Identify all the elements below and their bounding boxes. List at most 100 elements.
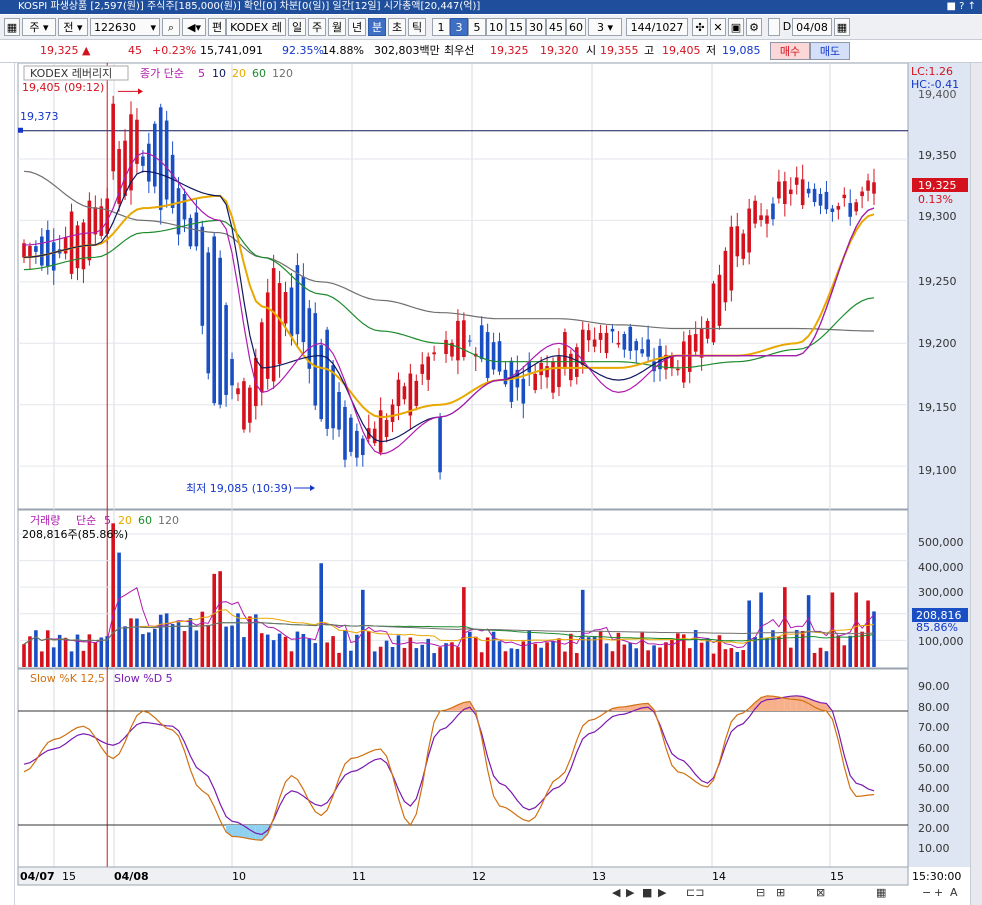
date-checkbox[interactable] bbox=[768, 18, 780, 36]
candle-51 bbox=[325, 329, 329, 429]
name-field[interactable]: KODEX 레버 bbox=[226, 18, 286, 36]
nav-stop-button[interactable]: ■ bbox=[642, 886, 653, 899]
vertical-scrollbar[interactable] bbox=[970, 63, 982, 905]
left-tool-strip[interactable] bbox=[0, 63, 15, 905]
candle-133 bbox=[812, 188, 817, 203]
date-input[interactable]: 04/08 bbox=[792, 18, 832, 36]
vol-legend-ma120: 120 bbox=[158, 514, 179, 527]
period-month[interactable]: 월 bbox=[328, 18, 346, 36]
xlabel-14: 14 bbox=[712, 870, 726, 883]
window-controls[interactable]: ■ ? ↑ bbox=[946, 1, 977, 12]
ytick-price-5: 19,100 bbox=[918, 464, 957, 477]
interval-5[interactable]: 5 bbox=[468, 18, 486, 36]
candle-20 bbox=[141, 156, 145, 166]
interval-30[interactable]: 30 bbox=[526, 18, 546, 36]
code-input[interactable]: 122630 ▾ bbox=[90, 18, 160, 36]
prev-select[interactable]: 전 ▾ bbox=[58, 18, 88, 36]
period-week[interactable]: 주 bbox=[308, 18, 326, 36]
volume-bar-76 bbox=[473, 636, 478, 667]
split-icon[interactable]: ⊞ bbox=[776, 886, 786, 899]
nav-end-button[interactable]: ▶ bbox=[658, 886, 667, 899]
xlabel-11: 11 bbox=[352, 870, 366, 883]
vol-legend-ma20: 20 bbox=[118, 514, 132, 527]
search-icon[interactable]: ⌕ bbox=[162, 18, 180, 36]
candle-53 bbox=[337, 392, 341, 430]
zoom-in-button[interactable]: + bbox=[934, 886, 944, 899]
volume-current-pct: 85.86% bbox=[916, 621, 958, 634]
chart-canvas[interactable]: KODEX 레버리지 종가 단순 5 10 20 60 120 LC:1.26 … bbox=[14, 63, 970, 905]
period-minute[interactable]: 분 bbox=[368, 18, 386, 36]
layout-icon[interactable]: ⊟ bbox=[756, 886, 766, 899]
tile-icon[interactable]: ▦ bbox=[876, 886, 887, 899]
ytick-price-0: 19,350 bbox=[918, 149, 957, 162]
volume-bar-74 bbox=[462, 587, 466, 667]
cross-icon[interactable]: ✕ bbox=[710, 18, 726, 36]
candle-22 bbox=[152, 123, 157, 187]
candle-26 bbox=[176, 188, 181, 235]
candle-16 bbox=[117, 149, 121, 204]
candle-129 bbox=[788, 189, 793, 195]
candle-33 bbox=[218, 257, 222, 405]
interval-3[interactable]: 3 bbox=[450, 18, 468, 36]
candle-19 bbox=[135, 119, 139, 164]
link-icon[interactable]: ⊠ bbox=[816, 886, 826, 899]
vol-legend-ma5: 5 bbox=[104, 514, 111, 527]
volume-panel-frame bbox=[17, 509, 909, 669]
candle-142 bbox=[866, 180, 870, 191]
range-field[interactable]: 144/1027 bbox=[626, 18, 688, 36]
interval-1[interactable]: 1 bbox=[432, 18, 450, 36]
interval-60[interactable]: 60 bbox=[566, 18, 586, 36]
font-size-button[interactable]: A bbox=[950, 886, 958, 899]
calendar-icon[interactable]: ▦ bbox=[834, 18, 850, 36]
candle-52 bbox=[331, 365, 335, 429]
nav-prev-button[interactable]: ◀ bbox=[612, 886, 621, 899]
candle-36 bbox=[236, 388, 240, 395]
ytick-stoch-4: 50.00 bbox=[918, 762, 950, 775]
volume-bar-108 bbox=[664, 642, 668, 667]
candle-72 bbox=[450, 342, 454, 357]
candle-114 bbox=[699, 327, 704, 358]
candle-61 bbox=[384, 419, 389, 437]
buy-button[interactable]: 매수 bbox=[770, 42, 810, 60]
candle-94 bbox=[580, 329, 585, 365]
overbought-fill-128 bbox=[784, 696, 791, 711]
gear-icon[interactable]: ⚙ bbox=[746, 18, 762, 36]
xlabel-0408: 04/08 bbox=[114, 870, 149, 883]
low-marker-arrowhead bbox=[310, 485, 315, 491]
zoom-out-button[interactable]: − bbox=[922, 886, 932, 899]
candle-131 bbox=[800, 179, 805, 206]
nav-next-button[interactable]: ▶ bbox=[626, 886, 635, 899]
period-second[interactable]: 초 bbox=[388, 18, 406, 36]
volume-bar-14 bbox=[105, 636, 110, 667]
stoch-legend-d: Slow %D 5 bbox=[114, 672, 173, 685]
volume-bar-5 bbox=[51, 647, 56, 667]
ytick-vol-4: 100,000 bbox=[918, 635, 964, 648]
high-marker-label: 19,405 (09:12) bbox=[22, 81, 104, 94]
period-tick[interactable]: 틱 bbox=[408, 18, 426, 36]
period-year[interactable]: 년 bbox=[348, 18, 366, 36]
interval-10[interactable]: 10 bbox=[486, 18, 506, 36]
range-slider-icon[interactable]: ⊏⊐ bbox=[686, 886, 705, 899]
volume-bar-11 bbox=[87, 634, 92, 667]
count-select[interactable]: 3 ▾ bbox=[588, 18, 622, 36]
sell-button[interactable]: 매도 bbox=[810, 42, 850, 60]
market-select[interactable]: 주 ▾ bbox=[22, 18, 56, 36]
save-icon[interactable]: ▣ bbox=[728, 18, 744, 36]
edit-button[interactable]: 편 bbox=[208, 18, 226, 36]
quote-volume: 15,741,091 bbox=[200, 44, 263, 57]
volume-bar-78 bbox=[485, 637, 490, 667]
overbought-fill-99 bbox=[612, 707, 619, 711]
volume-bar-60 bbox=[378, 646, 383, 667]
volume-bar-104 bbox=[640, 632, 644, 667]
grid-icon[interactable]: ▦ bbox=[4, 18, 20, 36]
speaker-icon[interactable]: ◀▾ bbox=[182, 18, 206, 36]
volume-bar-24 bbox=[164, 613, 169, 667]
period-day[interactable]: 일 bbox=[288, 18, 306, 36]
volume-bar-79 bbox=[491, 631, 496, 667]
volume-bar-70 bbox=[438, 647, 442, 667]
interval-45[interactable]: 45 bbox=[546, 18, 566, 36]
candle-116 bbox=[711, 283, 716, 343]
candle-122 bbox=[747, 208, 751, 253]
zoom-icon[interactable]: ✣ bbox=[692, 18, 708, 36]
interval-15[interactable]: 15 bbox=[506, 18, 526, 36]
